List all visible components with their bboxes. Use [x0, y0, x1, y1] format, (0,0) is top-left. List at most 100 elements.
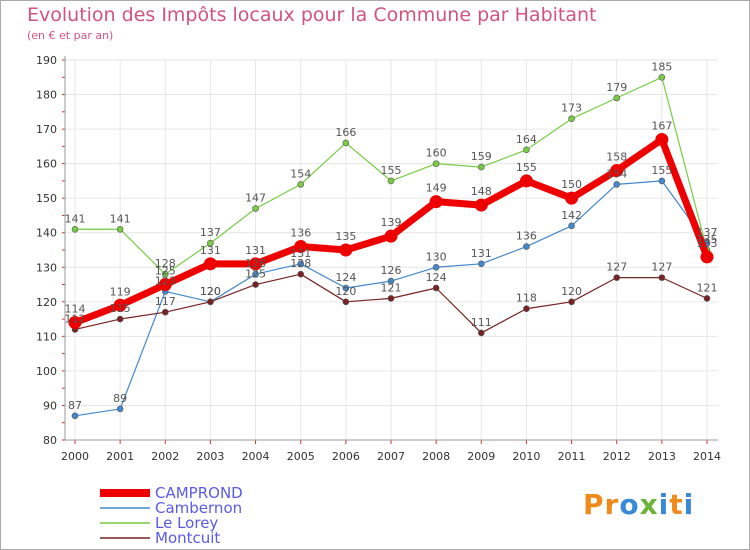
x-tick-label: 2014: [693, 450, 721, 463]
data-label: 185: [651, 60, 672, 73]
data-point: [519, 174, 533, 188]
data-label: 136: [290, 227, 311, 240]
data-label: 141: [110, 212, 131, 225]
data-label: 121: [381, 281, 402, 294]
data-label: 118: [516, 292, 537, 305]
data-label: 136: [516, 230, 537, 243]
x-tick-label: 2011: [558, 450, 586, 463]
data-point: [610, 164, 624, 178]
x-tick-label: 2009: [467, 450, 495, 463]
x-tick-label: 2006: [332, 450, 360, 463]
data-point: [387, 177, 395, 185]
data-label: 137: [697, 226, 718, 239]
data-point: [342, 139, 350, 147]
data-label: 119: [110, 285, 131, 298]
data-point: [207, 298, 214, 306]
x-tick-label: 2008: [422, 450, 450, 463]
x-tick-label: 2013: [648, 450, 676, 463]
y-tick-label: 180: [36, 89, 57, 102]
data-point: [68, 316, 82, 330]
x-tick-label: 2002: [151, 450, 179, 463]
data-labels: 141 141 128 137 147 154 166 155 160 159 164 173 179 1…: [65, 60, 718, 412]
data-label: 124: [426, 271, 447, 284]
y-tick-label: 170: [36, 123, 57, 136]
grid: [65, 59, 718, 441]
data-label: 135: [697, 233, 718, 246]
proxiti-logo: Proxiti: [583, 488, 694, 521]
data-point: [658, 177, 666, 185]
data-label: 158: [606, 151, 627, 164]
y-tick-label: 140: [36, 227, 57, 240]
y-tick-label: 160: [36, 158, 57, 171]
data-label: 121: [697, 281, 718, 294]
logo-letter: x: [639, 488, 659, 521]
data-point: [613, 94, 621, 102]
y-tick-label: 90: [43, 399, 57, 412]
logo-letter: o: [619, 488, 640, 521]
logo-letter: t: [669, 488, 684, 521]
y-tick-label: 80: [43, 434, 57, 447]
logo-letter: i: [658, 488, 670, 521]
data-label: 131: [245, 244, 266, 257]
data-label: 128: [290, 257, 311, 270]
x-tick-label: 2000: [61, 450, 89, 463]
data-point: [568, 298, 575, 306]
data-label: 127: [651, 261, 672, 274]
data-point: [116, 315, 124, 323]
x-tick-label: 2001: [106, 450, 134, 463]
data-label: 135: [335, 230, 356, 243]
data-label: 130: [426, 250, 447, 263]
data-label: 89: [113, 392, 127, 405]
data-label: 141: [65, 212, 86, 225]
data-label: 155: [651, 164, 672, 177]
data-point: [384, 229, 398, 243]
data-label: 167: [651, 119, 672, 132]
data-label: 131: [290, 247, 311, 260]
data-label: 120: [200, 285, 221, 298]
data-point: [252, 205, 259, 212]
data-point: [568, 222, 575, 230]
legend-label-cambernon: Cambernon: [155, 499, 242, 517]
data-point: [477, 260, 485, 268]
data-label: 148: [471, 185, 492, 198]
data-point: [158, 278, 172, 292]
data-point: [252, 270, 259, 278]
data-label: 131: [200, 244, 221, 257]
x-tick-label: 2010: [512, 450, 540, 463]
x-tick-label: 2004: [242, 450, 270, 463]
data-point: [432, 284, 440, 292]
data-label: 112: [65, 312, 86, 325]
axes: 80 90 100 110 120 130 140 150 160 170 180 190 2000 20…: [36, 54, 721, 463]
data-label: 149: [426, 182, 447, 195]
data-point: [297, 260, 305, 268]
logo-letter: r: [604, 488, 620, 521]
data-point: [523, 243, 530, 250]
data-point: [71, 412, 79, 420]
data-label: 137: [200, 226, 221, 239]
data-label: 159: [471, 150, 492, 163]
data-point: [477, 163, 485, 171]
legend-label-montcuit: Montcuit: [155, 529, 220, 547]
y-tick-label: 190: [36, 54, 57, 67]
data-label: 87: [68, 399, 82, 412]
data-label: 125: [245, 268, 266, 281]
data-label: 128: [155, 257, 176, 270]
data-point: [116, 225, 124, 233]
data-label: 179: [606, 81, 627, 94]
data-label: 125: [155, 265, 176, 278]
series-le-lorey: [71, 73, 711, 278]
data-label: 111: [471, 316, 492, 329]
data-point: [203, 257, 217, 271]
data-label: 114: [65, 303, 86, 316]
data-point: [658, 73, 666, 81]
data-label: 133: [697, 237, 718, 250]
data-label: 115: [110, 302, 131, 315]
data-point: [658, 274, 666, 281]
legend-label-le-lorey: Le Lorey: [155, 514, 218, 532]
y-tick-label: 110: [36, 330, 57, 343]
data-label: 166: [335, 126, 356, 139]
data-label: 127: [606, 261, 627, 274]
data-label: 154: [290, 167, 311, 180]
